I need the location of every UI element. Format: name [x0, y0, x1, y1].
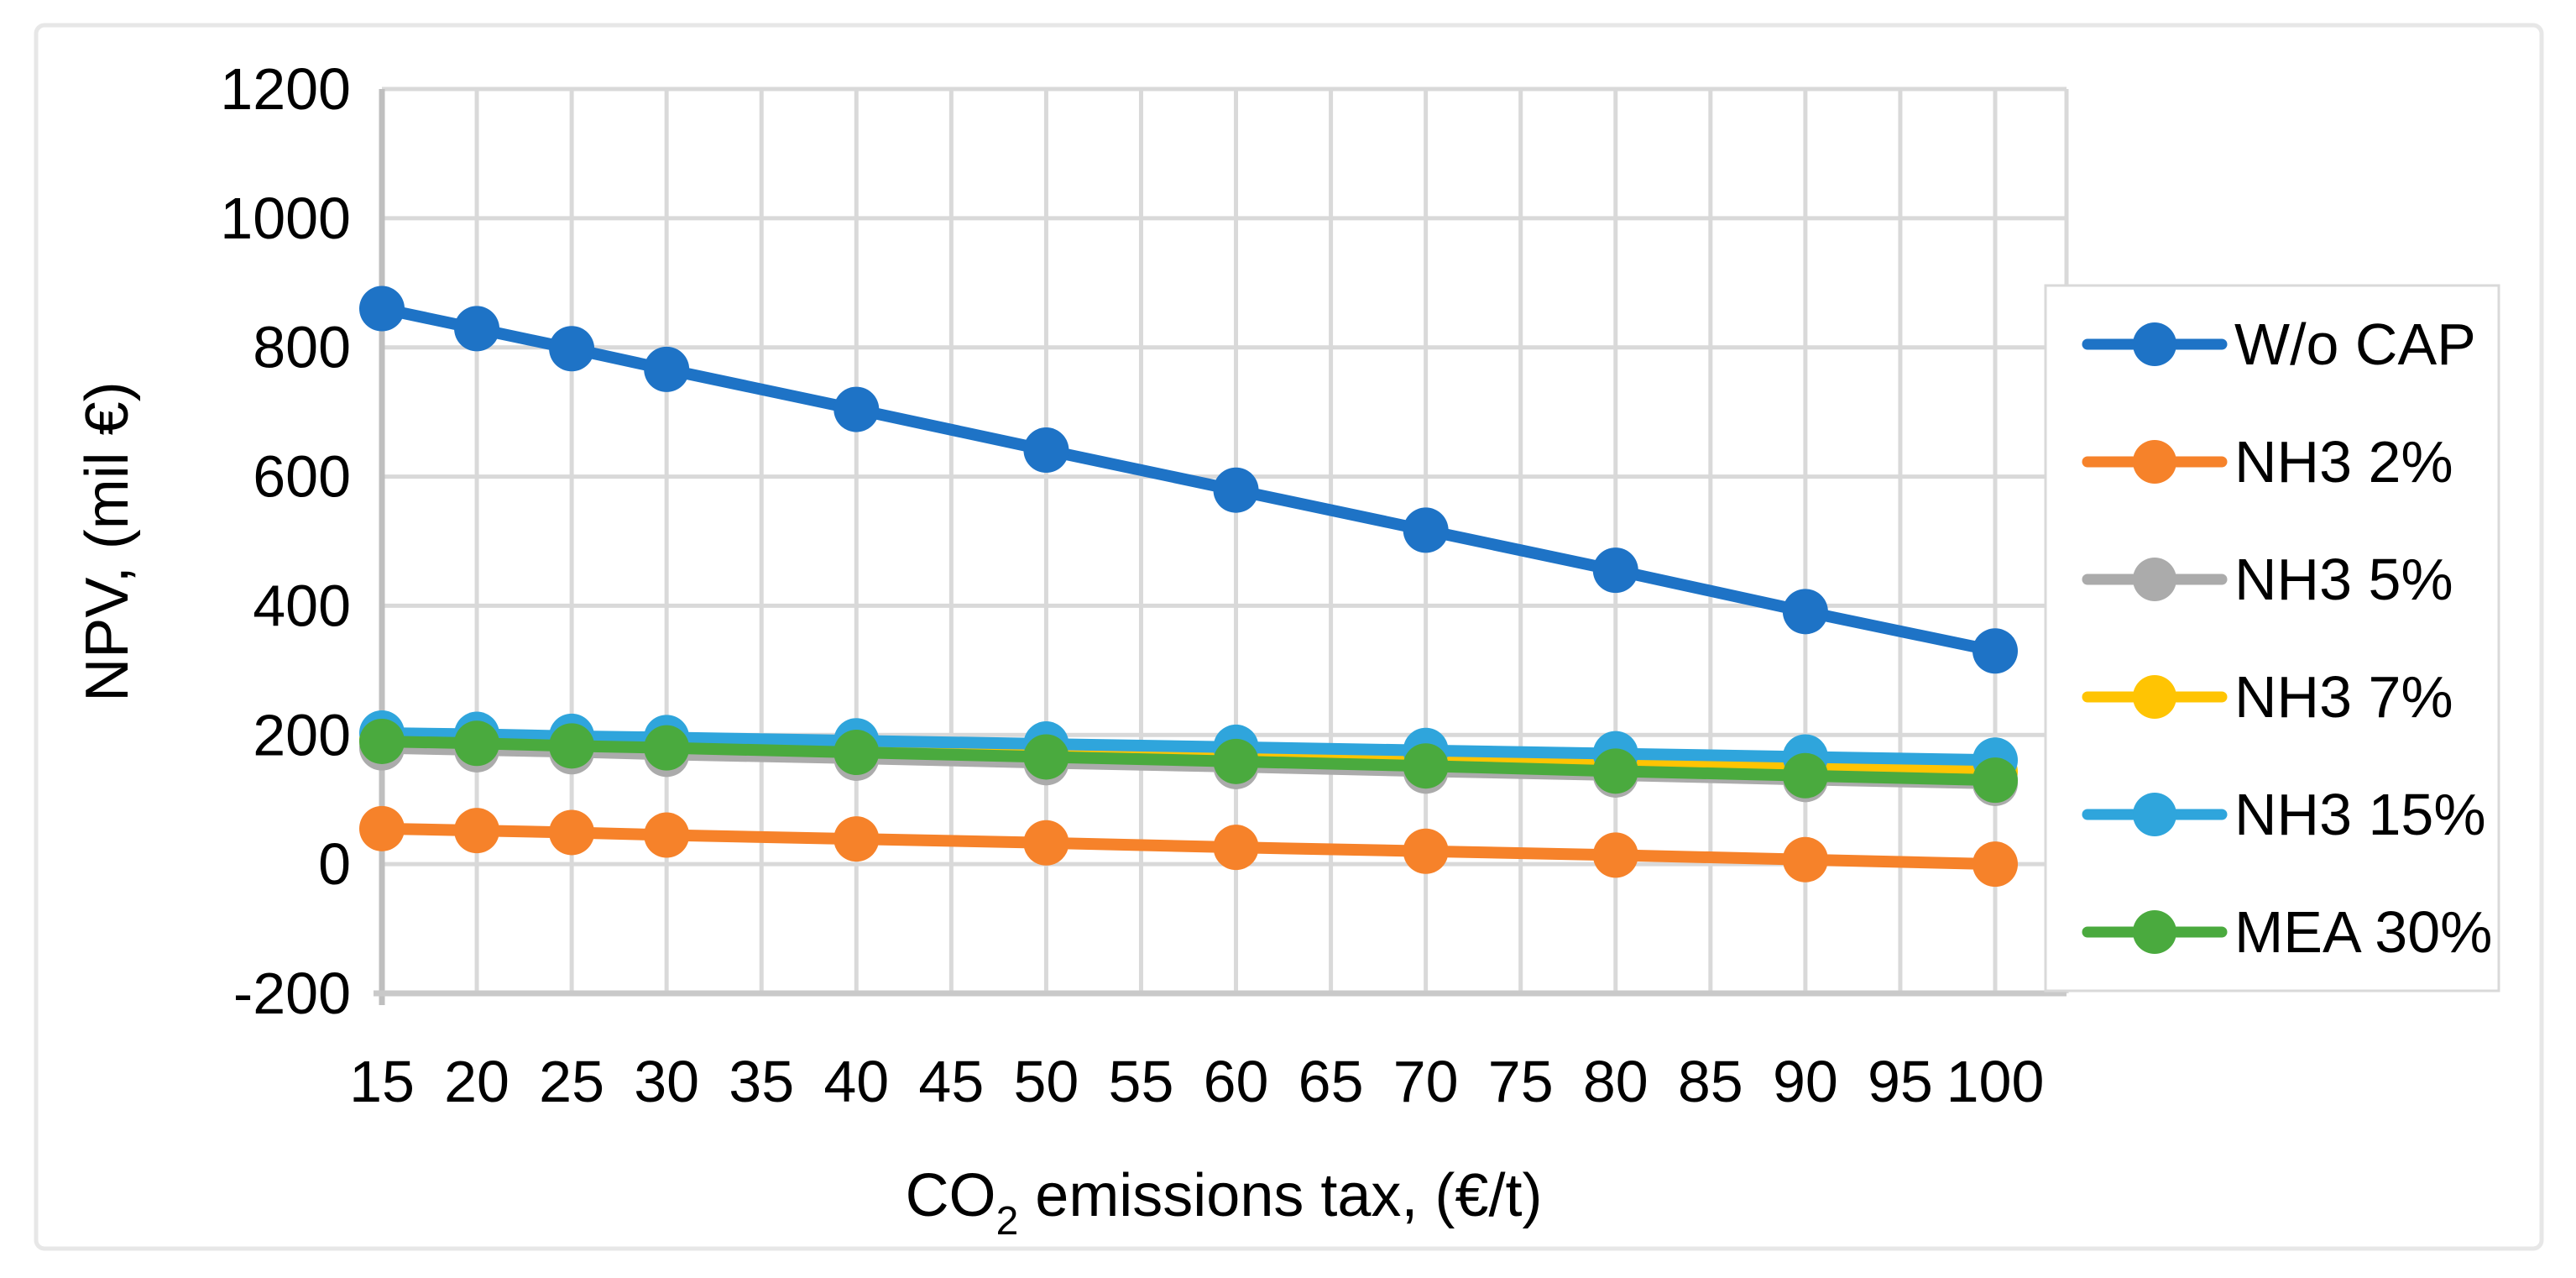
legend-item-nh3-7: NH3 7% [2082, 664, 2453, 730]
x-tick-label: 50 [1013, 1049, 1079, 1114]
y-tick-label: 400 [253, 573, 351, 638]
series-marker-mea-30 [359, 718, 405, 764]
tick-labels: 1200 1000 800 600 400 200 0 -200 15 20 25 30 35 40 45 5… [220, 56, 2044, 1114]
x-tick-label: 100 [1946, 1049, 2045, 1114]
y-axis-title: NPV, (mil €) [74, 381, 141, 701]
series-marker-nh3-2 [1403, 828, 1449, 874]
legend-box [2044, 284, 2500, 993]
axes [374, 89, 2067, 1005]
series-marker-nh3-2 [359, 805, 405, 851]
series-marker-mea-30 [454, 720, 500, 767]
series-marker-w-o-cap [1213, 467, 1259, 513]
legend-label: NH3 7% [2234, 664, 2453, 730]
legend: W/o CAP NH3 2% NH3 5% NH3 7% NH3 15% MEA 30% [2044, 284, 2500, 993]
series-marker-mea-30 [1403, 743, 1449, 789]
series-marker-nh3-2 [1592, 832, 1638, 878]
legend-item-nh3-5: NH3 5% [2082, 547, 2453, 612]
series-marker-nh3-2 [644, 812, 690, 858]
y-tick-label: 1200 [220, 56, 351, 122]
legend-label: NH3 15% [2234, 782, 2486, 847]
series-marker-w-o-cap [644, 346, 690, 392]
x-tick-label: 55 [1109, 1049, 1174, 1114]
x-tick-label: 20 [444, 1049, 509, 1114]
series-marker-mea-30 [1782, 752, 1828, 799]
legend-label: W/o CAP [2234, 312, 2476, 377]
y-tick-label: 800 [253, 315, 351, 380]
series-marker-nh3-2 [1782, 836, 1828, 883]
series-marker-w-o-cap [833, 386, 880, 432]
y-tick-label: 200 [253, 702, 351, 767]
legend-item-nh3-15: NH3 15% [2082, 782, 2486, 847]
x-tick-label: 95 [1868, 1049, 1933, 1114]
legend-item-mea-30: MEA 30% [2082, 899, 2492, 965]
series-marker-mea-30 [549, 723, 595, 769]
series-marker-mea-30 [1213, 738, 1259, 784]
x-tick-label: 85 [1678, 1049, 1743, 1114]
series-marker-mea-30 [833, 730, 880, 776]
series-marker-mea-30 [1023, 734, 1069, 780]
y-tick-label: 1000 [220, 186, 351, 251]
series-marker-w-o-cap [359, 285, 405, 332]
series-marker-w-o-cap [1972, 628, 2018, 674]
series-marker-w-o-cap [549, 326, 595, 372]
series-marker-w-o-cap [1023, 427, 1069, 474]
series-marker-nh3-2 [549, 809, 595, 856]
figure-border [34, 23, 2544, 1251]
x-axis-title-prefix: CO [906, 1162, 996, 1229]
x-tick-label: 70 [1393, 1049, 1459, 1114]
x-tick-label: 25 [539, 1049, 604, 1114]
data-series [359, 285, 2018, 888]
x-tick-label: 40 [823, 1049, 889, 1114]
series-marker-nh3-2 [1972, 841, 2018, 888]
x-axis-title-subscript: 2 [996, 1199, 1019, 1244]
series-marker-mea-30 [1972, 757, 2018, 804]
x-tick-label: 60 [1204, 1049, 1269, 1114]
series-marker-nh3-2 [833, 816, 880, 862]
legend-label: NH3 2% [2234, 429, 2453, 495]
x-tick-label: 15 [349, 1049, 415, 1114]
legend-marker-dot [2133, 558, 2176, 601]
y-tick-label: -200 [233, 961, 351, 1026]
series-marker-mea-30 [644, 725, 690, 771]
legend-marker-dot [2133, 793, 2176, 836]
y-tick-label: 600 [253, 444, 351, 510]
legend-marker-dot [2133, 675, 2176, 719]
x-tick-label: 30 [634, 1049, 699, 1114]
legend-label: MEA 30% [2234, 899, 2492, 965]
series-marker-nh3-2 [454, 808, 500, 854]
x-tick-label: 45 [918, 1049, 984, 1114]
legend-marker-dot [2133, 440, 2176, 484]
legend-label: NH3 5% [2234, 547, 2453, 612]
series-marker-w-o-cap [1592, 547, 1638, 594]
x-tick-label: 75 [1488, 1049, 1554, 1114]
series-marker-nh3-2 [1023, 820, 1069, 866]
x-axis-title: CO2 emissions tax, (€/t) [906, 1162, 1543, 1244]
y-tick-label: 0 [318, 831, 351, 897]
x-tick-label: 90 [1773, 1049, 1838, 1114]
x-axis-title-rest: emissions tax, (€/t) [1018, 1162, 1542, 1229]
legend-item-w-o-cap: W/o CAP [2082, 312, 2476, 377]
x-tick-label: 80 [1583, 1049, 1649, 1114]
series-marker-mea-30 [1592, 748, 1638, 794]
series-marker-w-o-cap [1782, 589, 1828, 635]
legend-item-nh3-2: NH3 2% [2082, 429, 2453, 495]
series-marker-nh3-2 [1213, 825, 1259, 871]
x-tick-label: 65 [1298, 1049, 1364, 1114]
x-tick-label: 35 [729, 1049, 794, 1114]
legend-marker-dot [2133, 322, 2176, 366]
series-marker-w-o-cap [1403, 507, 1449, 553]
legend-marker-dot [2133, 910, 2176, 954]
series-marker-w-o-cap [454, 306, 500, 352]
